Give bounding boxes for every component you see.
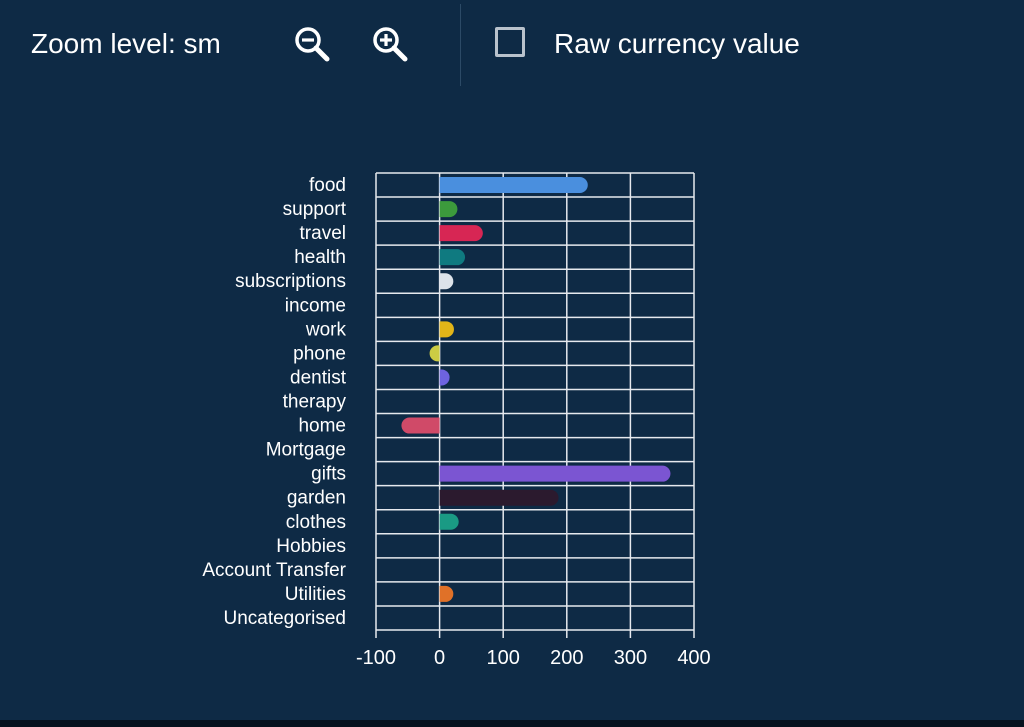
- bar-support[interactable]: [439, 201, 458, 218]
- category-label: Mortgage: [266, 440, 346, 461]
- category-chart: -100 0 100 200 300 400 food support travel health…: [0, 90, 1024, 720]
- bar-subscriptions[interactable]: [439, 273, 454, 290]
- x-tick-label: 200: [550, 647, 583, 669]
- category-label: home: [298, 416, 346, 437]
- category-label: health: [294, 247, 346, 268]
- x-tick-label: 300: [614, 647, 647, 669]
- zoom-out-icon: [295, 27, 330, 62]
- category-label: clothes: [286, 512, 346, 533]
- toolbar-divider: [460, 4, 461, 86]
- bar-gifts[interactable]: [439, 465, 671, 482]
- category-label: dentist: [290, 367, 347, 388]
- zoom-level-label: Zoom level: sm: [31, 28, 221, 59]
- bar-garden[interactable]: [439, 489, 559, 506]
- x-tick-label: -100: [356, 647, 396, 669]
- bar-home[interactable]: [401, 417, 440, 434]
- category-label: Uncategorised: [223, 608, 346, 629]
- category-label: support: [283, 199, 347, 220]
- zoom-out-button[interactable]: [292, 24, 332, 64]
- raw-currency-checkbox[interactable]: [495, 27, 525, 57]
- bar-work[interactable]: [439, 321, 454, 338]
- bar-phone[interactable]: [429, 345, 440, 362]
- bar-travel[interactable]: [439, 225, 483, 242]
- category-label: income: [285, 295, 346, 316]
- x-tick-label: 100: [487, 647, 520, 669]
- bar-dentist[interactable]: [439, 369, 450, 386]
- bar-food[interactable]: [439, 177, 588, 194]
- raw-currency-label[interactable]: Raw currency value: [554, 28, 800, 59]
- category-label: phone: [293, 343, 346, 364]
- bar-health[interactable]: [439, 249, 466, 266]
- zoom-in-icon: [373, 27, 408, 62]
- category-label: garden: [287, 488, 346, 509]
- bottom-strip: [0, 720, 1024, 727]
- category-label: work: [305, 319, 347, 340]
- category-label: Account Transfer: [202, 560, 346, 581]
- category-label: gifts: [311, 464, 346, 485]
- bar-utilities[interactable]: [439, 585, 454, 602]
- bar-clothes[interactable]: [439, 513, 459, 530]
- category-label: Utilities: [285, 584, 346, 605]
- category-label: subscriptions: [235, 271, 346, 292]
- category-label: travel: [300, 223, 346, 244]
- toolbar: Zoom level: sm Raw currency value: [0, 0, 1024, 90]
- bar-chart-svg: -100 0 100 200 300 400 food support travel health…: [202, 172, 711, 669]
- x-tick-label: 400: [677, 647, 710, 669]
- category-label: therapy: [283, 392, 347, 413]
- category-label: food: [309, 175, 346, 196]
- x-tick-label: 0: [434, 647, 445, 669]
- category-label: Hobbies: [276, 536, 346, 557]
- zoom-in-button[interactable]: [370, 24, 410, 64]
